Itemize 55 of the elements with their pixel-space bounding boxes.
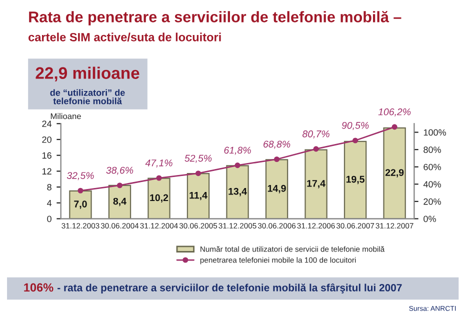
point bbox=[116, 182, 123, 188]
data-label: 8,4 bbox=[113, 198, 126, 206]
point bbox=[234, 162, 240, 168]
data-label: 22,9 bbox=[385, 169, 404, 178]
y-tick-label: 16 bbox=[42, 152, 52, 159]
bar bbox=[304, 149, 328, 219]
data-label: 14,9 bbox=[268, 184, 286, 194]
y2-tick-label: 80% bbox=[424, 146, 441, 153]
point bbox=[313, 146, 319, 152]
data-label: 80,7% bbox=[302, 130, 330, 138]
y2-tick-label: 40% bbox=[423, 181, 441, 188]
y-tick-label: 4 bbox=[47, 200, 52, 206]
y2-tick-label: 100% bbox=[424, 129, 446, 136]
bar bbox=[265, 159, 288, 219]
point bbox=[78, 188, 84, 194]
text: de “utilizatori” de telefonie mobilă bbox=[50, 89, 125, 104]
text: - rata de penetrare a serviciilor de telefonie mobilă la sfârşitul lui 2007 bbox=[58, 284, 402, 294]
data-label: 106,2% bbox=[378, 108, 411, 116]
text: 106% bbox=[24, 283, 54, 292]
bar bbox=[148, 178, 170, 219]
text: 22,9 milioane bbox=[36, 66, 140, 82]
data-label: 68,8% bbox=[264, 140, 290, 149]
y2-tick-label: 0% bbox=[424, 216, 436, 222]
data-label: 10,2 bbox=[150, 194, 168, 203]
point bbox=[352, 138, 358, 144]
data-label: 7,0 bbox=[74, 200, 87, 209]
data-label: 11,4 bbox=[190, 192, 208, 200]
chart-title: Rata de penetrare a serviciilor de telefonie mobilă – bbox=[29, 10, 402, 26]
bar bbox=[344, 140, 367, 219]
data-label: 47,1% bbox=[145, 160, 172, 168]
data-label: 32,5% bbox=[66, 172, 94, 180]
data-label: 61,8% bbox=[224, 146, 251, 155]
point bbox=[156, 175, 162, 181]
point bbox=[274, 156, 280, 162]
y-tick-label: 8 bbox=[47, 184, 52, 190]
chart-subtitle: cartele SIM active/suta de locuitori bbox=[28, 32, 221, 42]
data-label: 13,4 bbox=[228, 188, 247, 196]
data-label: 19,5 bbox=[346, 176, 364, 184]
bar bbox=[226, 165, 249, 219]
bar bbox=[69, 190, 92, 219]
data-label: 90,5% bbox=[342, 122, 369, 130]
y-tick-label: 24 bbox=[42, 120, 52, 127]
y-tick-label: 0 bbox=[47, 216, 52, 222]
y-tick-label: 12 bbox=[42, 168, 52, 174]
y-tick-label: 20 bbox=[42, 136, 52, 143]
point bbox=[195, 170, 202, 176]
data-label: 52,5% bbox=[184, 154, 212, 163]
bar bbox=[186, 173, 210, 219]
y2-tick-label: 60% bbox=[424, 164, 441, 170]
data-label: 17,4 bbox=[307, 180, 326, 188]
data-label: 38,6% bbox=[106, 166, 134, 175]
bar bbox=[383, 127, 406, 219]
point bbox=[392, 124, 398, 130]
y-axis-title: Milioane bbox=[50, 113, 81, 120]
y2-tick-label: 20% bbox=[424, 198, 441, 205]
